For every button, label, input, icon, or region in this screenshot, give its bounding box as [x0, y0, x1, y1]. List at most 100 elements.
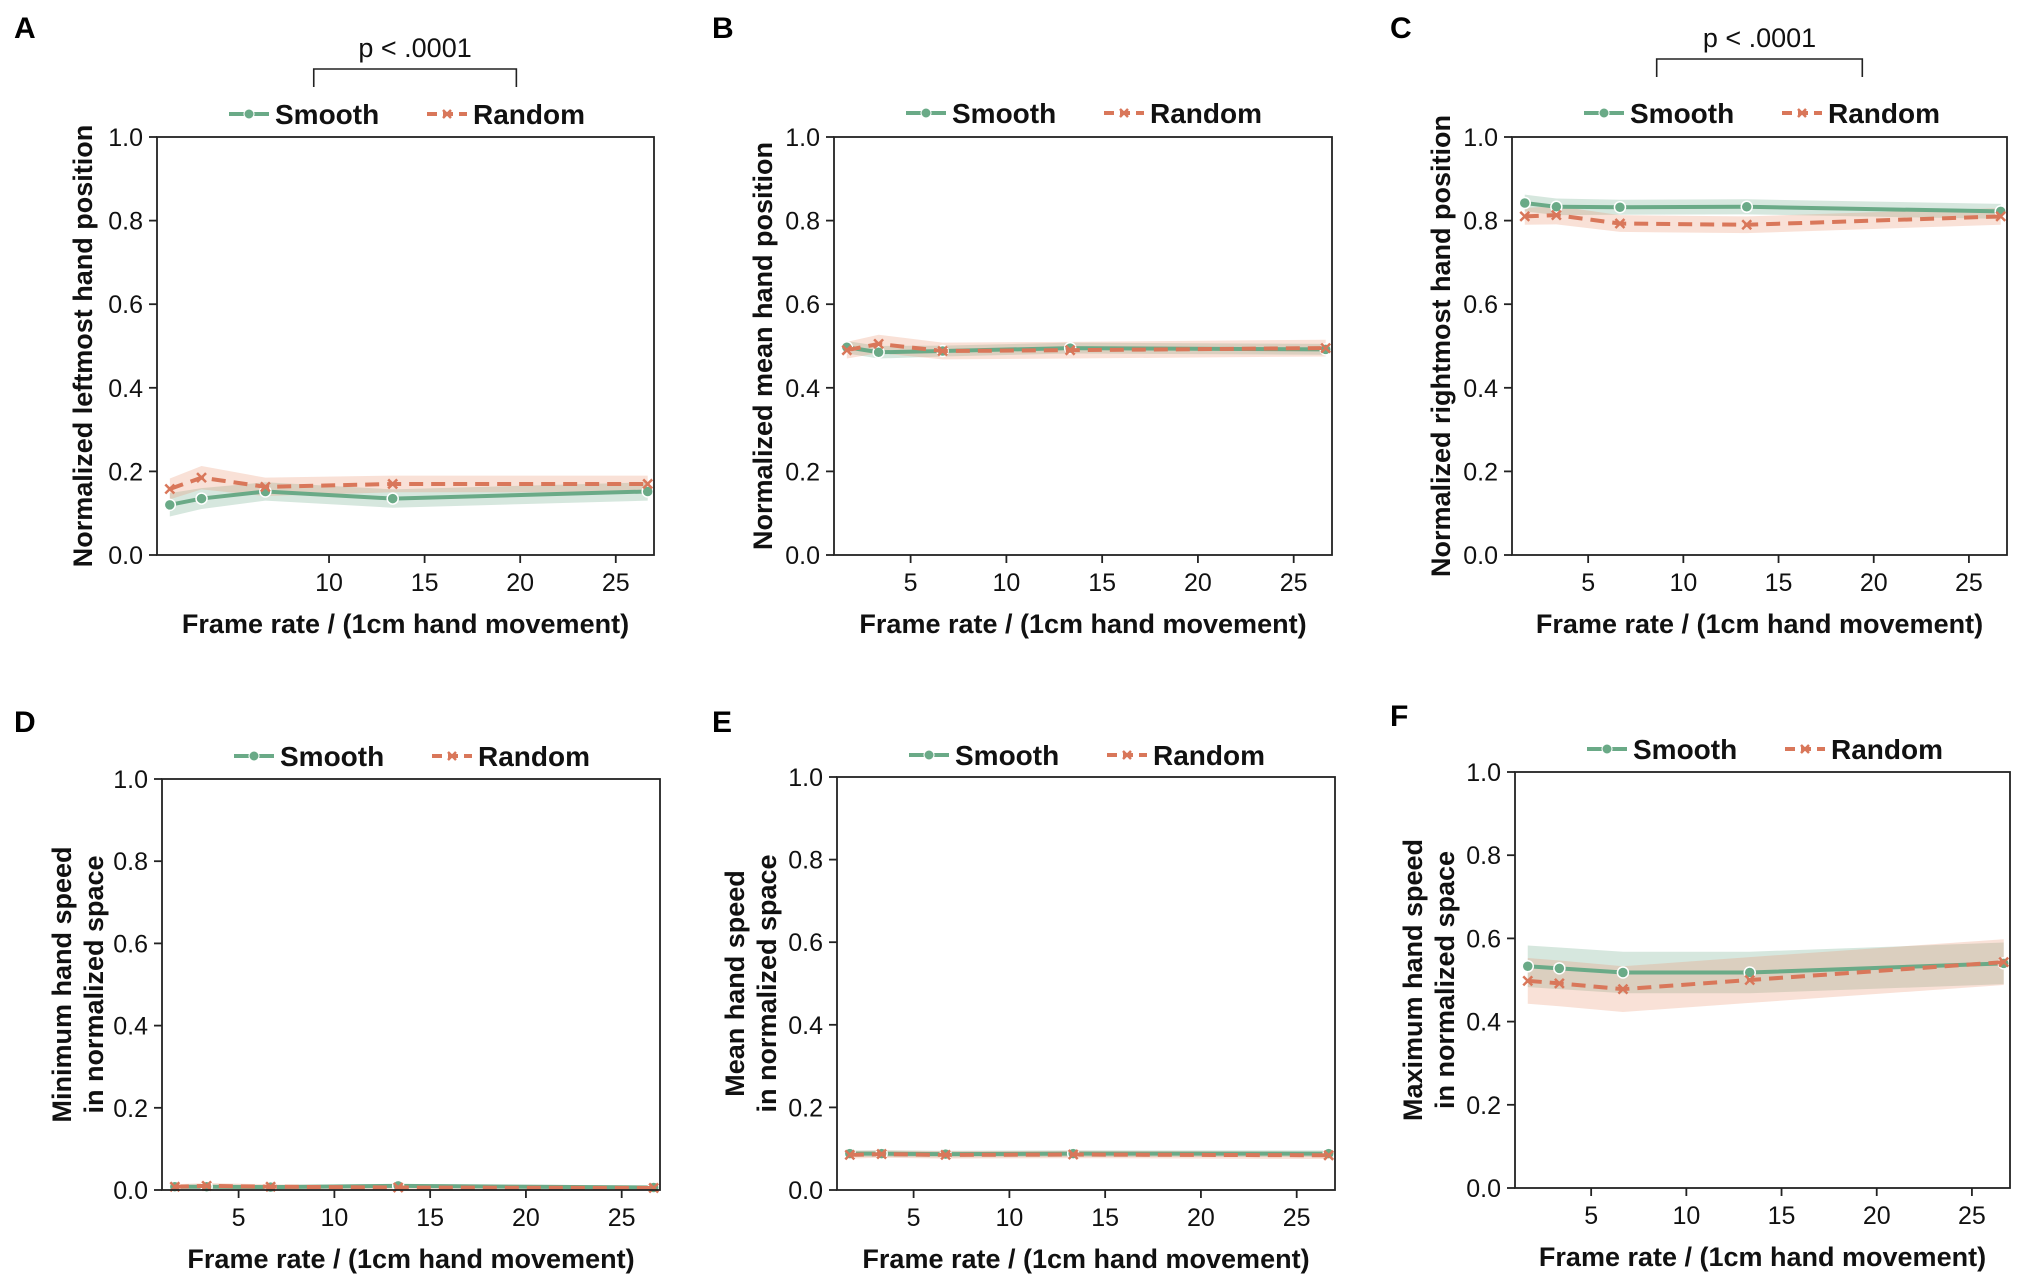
ytick-label-d-0: 0.0 [113, 1177, 148, 1205]
point-random-b-3 [1064, 344, 1076, 356]
point-smooth-b-1 [872, 346, 885, 359]
band-smooth-f [1527, 942, 2004, 994]
point-random-f-1 [1553, 977, 1565, 989]
significance-label-c: p < .0001 [1703, 23, 1816, 53]
xtick-label-b-0: 5 [904, 569, 918, 597]
panel-a: A 0.0 0.2 0.4 0.6 0.8 1.0 10 15 20 25 Frame rate / … [14, 12, 655, 639]
band-random-c [1524, 205, 2001, 234]
ytick-label-b-5: 1.0 [785, 124, 820, 152]
point-smooth-c-1 [1550, 200, 1563, 214]
axes-frame-d [161, 778, 661, 1191]
point-random-c-4 [1995, 211, 2007, 222]
point-smooth-f-1 [1553, 962, 1566, 975]
xtick-label-e-3: 20 [1187, 1204, 1215, 1232]
panel-b: B 0.0 0.2 0.4 0.6 0.8 1.0 5 10 15 20 25 Frame rate /… [712, 12, 1333, 639]
point-random-f-3 [1744, 974, 1756, 986]
ytick-label-d-5: 1.0 [113, 766, 148, 794]
legend-label-random-d: Random [478, 741, 590, 772]
legend-marker-random-d [447, 751, 457, 761]
legend-marker-random-b [1119, 108, 1129, 118]
panel-f: F 0.0 0.2 0.4 0.6 0.8 1.0 5 10 15 20 25 Frame rate /… [1390, 700, 2011, 1272]
point-smooth-f-0 [1521, 960, 1535, 973]
significance-label-a: p < .0001 [358, 33, 471, 63]
xtick-label-a-1: 15 [411, 569, 439, 597]
point-random-f-2 [1617, 983, 1629, 995]
ytick-label-b-0: 0.0 [785, 542, 820, 570]
point-random-e-3 [1067, 1149, 1079, 1160]
legend-marker-smooth-c [1598, 107, 1610, 119]
panel-letter-d: D [14, 706, 36, 739]
ytick-label-a-0: 0.0 [108, 542, 143, 570]
legend-marker-random-c [1797, 108, 1807, 118]
panel-e: E 0.0 0.2 0.4 0.6 0.8 1.0 5 10 15 20 25 Frame rate /… [712, 706, 1336, 1274]
ytick-label-a-4: 0.8 [108, 208, 143, 236]
axes-frame-e [836, 776, 1336, 1191]
legend-marker-smooth-b [920, 107, 932, 119]
xtick-label-c-3: 20 [1860, 569, 1888, 597]
ytick-label-f-3: 0.6 [1466, 925, 1501, 953]
legend-marker-random-e [1122, 750, 1132, 760]
legend-marker-random-a [442, 109, 452, 119]
xtick-label-c-1: 10 [1669, 569, 1697, 597]
ylabel-line-f-0: Maximum hand speed [1398, 839, 1428, 1121]
legend-label-smooth-e: Smooth [955, 740, 1059, 771]
axes-frame-f [1514, 771, 2011, 1189]
panel-d: D 0.0 0.2 0.4 0.6 0.8 1.0 5 10 15 20 25 Frame rate /… [14, 706, 661, 1274]
xtick-label-a-0: 10 [315, 569, 343, 597]
point-smooth-c-0 [1518, 196, 1532, 210]
legend-label-smooth-a: Smooth [275, 99, 379, 130]
panel-letter-a: A [14, 12, 36, 45]
ytick-label-f-5: 1.0 [1466, 759, 1501, 787]
point-random-b-2 [937, 345, 948, 357]
ytick-label-f-1: 0.2 [1466, 1092, 1501, 1120]
ylabel-line-d-0: Minimum hand speed [47, 846, 77, 1122]
legend-label-random-f: Random [1831, 734, 1943, 765]
point-random-f-0 [1522, 975, 1534, 987]
xlabel-c: Frame rate / (1cm hand movement) [1536, 609, 1983, 639]
panel-letter-f: F [1390, 700, 1408, 733]
xtick-label-c-2: 15 [1765, 569, 1793, 597]
ytick-label-f-0: 0.0 [1466, 1175, 1501, 1203]
ylabel-a: Normalized leftmost hand position [68, 125, 98, 568]
ylabel-c: Normalized rightmost hand position [1426, 115, 1456, 577]
ylabel-f: Maximum hand speedin normalized space [1398, 839, 1460, 1121]
ylabel-d: Minimum hand speedin normalized space [47, 846, 109, 1122]
point-random-e-0 [844, 1149, 856, 1161]
legend-marker-smooth-f [1601, 743, 1613, 755]
point-random-c-1 [1550, 209, 1562, 221]
xlabel-e: Frame rate / (1cm hand movement) [862, 1244, 1309, 1274]
point-random-a-1 [196, 472, 207, 484]
axes-frame-c [1511, 136, 2008, 556]
point-smooth-a-3 [386, 492, 399, 505]
ytick-label-d-1: 0.2 [113, 1095, 148, 1123]
ytick-label-c-4: 0.8 [1463, 208, 1498, 236]
legend-marker-random-f [1800, 744, 1810, 754]
ytick-label-b-1: 0.2 [785, 458, 820, 486]
panel-letter-c: C [1390, 12, 1412, 45]
xlabel-f: Frame rate / (1cm hand movement) [1539, 1242, 1986, 1272]
ytick-label-c-1: 0.2 [1463, 458, 1498, 486]
xtick-label-a-3: 25 [602, 569, 630, 597]
ytick-label-e-5: 1.0 [788, 764, 823, 792]
point-random-d-4 [648, 1182, 660, 1194]
panel-letter-b: B [712, 12, 734, 45]
axes-frame-a [156, 136, 655, 556]
ylabel-line-a-0: Normalized leftmost hand position [68, 125, 98, 568]
panel-letter-e: E [712, 706, 732, 739]
point-random-d-1 [201, 1180, 213, 1192]
axes-frame-b [833, 136, 1333, 556]
xtick-label-d-2: 15 [416, 1204, 444, 1232]
point-random-e-2 [940, 1149, 951, 1161]
xtick-label-f-0: 5 [1584, 1202, 1598, 1230]
xlabel-b: Frame rate / (1cm hand movement) [859, 609, 1306, 639]
ytick-label-b-3: 0.6 [785, 291, 820, 319]
point-random-a-3 [387, 478, 399, 490]
xtick-label-e-1: 10 [995, 1204, 1023, 1232]
ytick-label-a-1: 0.2 [108, 458, 143, 486]
legend-label-random-c: Random [1828, 98, 1940, 129]
xtick-label-f-1: 10 [1672, 1202, 1700, 1230]
legend-label-smooth-f: Smooth [1633, 734, 1737, 765]
ylabel-line-d-1: in normalized space [79, 855, 109, 1113]
legend-marker-smooth-e [923, 749, 935, 761]
